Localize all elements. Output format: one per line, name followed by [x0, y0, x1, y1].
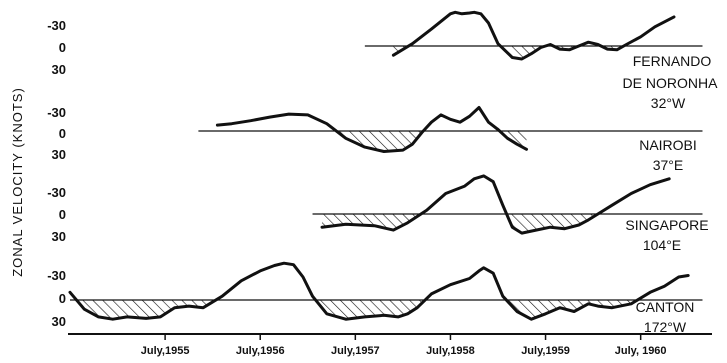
westerly-hatched-area: [393, 46, 674, 59]
y-tick-label: -30: [47, 268, 66, 283]
x-tick-label: July,1957: [331, 345, 380, 357]
x-tick-label: July,1958: [426, 345, 475, 357]
station-line-2: DE NORONHA: [623, 75, 719, 91]
panel-canton: -30 0 30 CANTON 172°W: [47, 261, 703, 335]
x-tick-label: July,1959: [521, 345, 570, 357]
station-line-1: NAIROBI: [639, 137, 697, 153]
westerly-hatched-area: [322, 214, 670, 234]
station-line-1: SINGAPORE: [625, 217, 708, 233]
y-tick-label: 0: [59, 40, 66, 55]
y-tick-label: 0: [59, 126, 66, 141]
panel-nairobi: -30 0 30 NAIROBI 37°E: [47, 105, 703, 173]
y-axis-label: ZONAL VELOCITY (KNOTS): [10, 87, 25, 277]
station-line-2: 172°W: [644, 319, 687, 335]
y-tick-label: 30: [52, 147, 66, 162]
y-tick-label: 30: [52, 62, 66, 77]
station-label: FERNANDO DE NORONHA 32°W: [623, 53, 719, 111]
station-line-1: CANTON: [636, 299, 695, 315]
x-tick-label: July,1955: [141, 345, 190, 357]
series-line: [215, 106, 528, 153]
panel-fernando-de-noronha: -30 0 30 FERNANDO DE NORONHA 32°W: [47, 10, 719, 111]
panel-singapore: -30 0 30 SINGAPORE 104°E: [47, 174, 709, 253]
y-tick-label: 0: [59, 291, 66, 306]
station-line-2: 37°E: [653, 157, 684, 173]
station-label: CANTON 172°W: [636, 299, 695, 335]
station-line-2: 104°E: [643, 237, 681, 253]
station-label: SINGAPORE 104°E: [625, 217, 708, 253]
station-label: NAIROBI 37°E: [639, 137, 697, 173]
x-tick-label: July,1956: [236, 345, 285, 357]
series-line: [391, 10, 676, 61]
x-axis: July,1955 July,1956 July,1957 July,1958 July…: [68, 333, 712, 357]
y-tick-label: 30: [52, 229, 66, 244]
y-tick-label: 0: [59, 207, 66, 222]
y-tick-label: -30: [47, 105, 66, 120]
series-line: [320, 174, 671, 235]
westerly-hatched-area: [70, 300, 689, 320]
y-tick-label: -30: [47, 185, 66, 200]
station-line-1: FERNANDO: [633, 53, 712, 69]
y-tick-label: 30: [52, 314, 66, 329]
westerly-hatched-area: [217, 131, 527, 152]
station-line-3: 32°W: [651, 95, 686, 111]
x-tick-label: July, 1960: [615, 345, 667, 357]
y-tick-label: -30: [47, 18, 66, 33]
series-line: [68, 261, 690, 321]
